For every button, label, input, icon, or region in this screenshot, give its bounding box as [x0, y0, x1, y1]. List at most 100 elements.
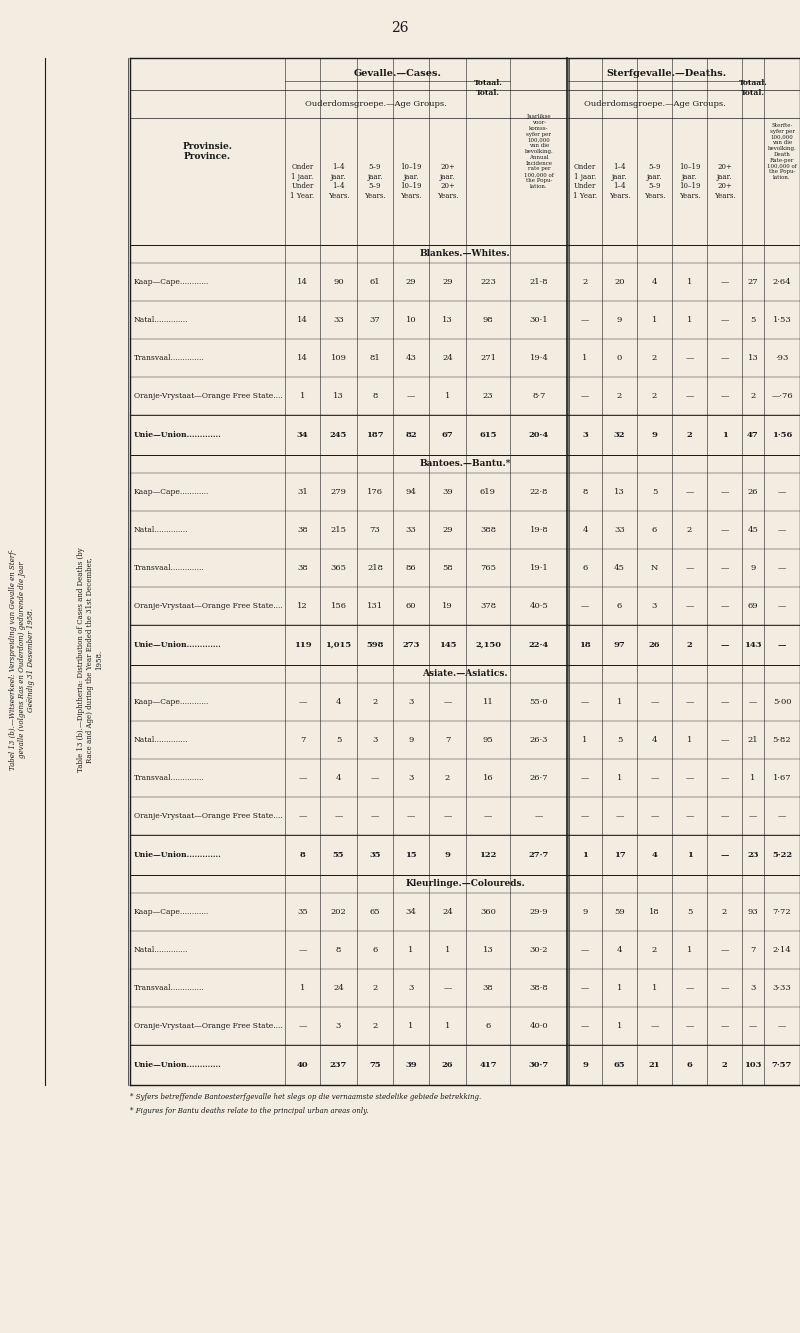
Text: 22·4: 22·4 [529, 641, 549, 649]
Text: 1: 1 [582, 850, 588, 858]
Text: 7·57: 7·57 [772, 1061, 792, 1069]
Text: 38: 38 [297, 564, 308, 572]
Text: —: — [615, 812, 624, 820]
Text: —: — [371, 812, 379, 820]
Text: * Figures for Bantu deaths relate to the principal urban areas only.: * Figures for Bantu deaths relate to the… [130, 1106, 369, 1114]
Text: 2: 2 [722, 1061, 727, 1069]
Text: 103: 103 [744, 1061, 762, 1069]
Text: 271: 271 [480, 355, 496, 363]
Text: —: — [720, 812, 729, 820]
Text: —: — [778, 603, 786, 611]
Text: 6: 6 [686, 1061, 693, 1069]
Text: 5: 5 [336, 736, 341, 744]
Text: ·93: ·93 [775, 355, 789, 363]
Text: 2·14: 2·14 [773, 946, 791, 954]
Text: 38: 38 [482, 984, 494, 992]
Text: 109: 109 [330, 355, 346, 363]
Text: 26: 26 [442, 1061, 454, 1069]
Text: 5·22: 5·22 [772, 850, 792, 858]
Text: 2: 2 [372, 698, 378, 706]
Text: 95: 95 [482, 736, 494, 744]
Text: 18: 18 [579, 641, 591, 649]
Text: Sterfgevalle.—Deaths.: Sterfgevalle.—Deaths. [606, 69, 726, 79]
Text: 5: 5 [750, 316, 756, 324]
Text: 15: 15 [405, 850, 417, 858]
Text: —: — [650, 774, 658, 782]
Text: 61: 61 [370, 279, 380, 287]
Text: —: — [720, 774, 729, 782]
Text: Unie—Union.............: Unie—Union............. [134, 431, 222, 439]
Text: —: — [581, 812, 589, 820]
Text: —: — [720, 984, 729, 992]
Text: 55·0: 55·0 [530, 698, 548, 706]
Text: Totaal.
Total.: Totaal. Total. [738, 80, 767, 96]
Text: 98: 98 [482, 316, 494, 324]
Text: 38: 38 [297, 527, 308, 535]
Text: 2: 2 [372, 984, 378, 992]
Text: 14: 14 [297, 316, 308, 324]
Text: —: — [778, 1022, 786, 1030]
Text: 4: 4 [652, 279, 658, 287]
Text: 145: 145 [438, 641, 456, 649]
Text: 1: 1 [617, 984, 622, 992]
Text: 58: 58 [442, 564, 453, 572]
Text: 5: 5 [687, 908, 692, 916]
Text: 1: 1 [300, 392, 305, 400]
Text: Unie—Union.............: Unie—Union............. [134, 850, 222, 858]
Text: 2: 2 [750, 392, 756, 400]
Text: Table 13 (b).—Diphtheria: Distribution of Cases and Deaths (by
Race and Age) dur: Table 13 (b).—Diphtheria: Distribution o… [77, 548, 103, 772]
Text: 14: 14 [297, 279, 308, 287]
Text: 765: 765 [480, 564, 496, 572]
Text: 273: 273 [402, 641, 420, 649]
Text: 7: 7 [750, 946, 756, 954]
Text: 34: 34 [406, 908, 417, 916]
Text: 9: 9 [445, 850, 450, 858]
Text: Kaap—Cape............: Kaap—Cape............ [134, 698, 210, 706]
Text: 93: 93 [748, 908, 758, 916]
Text: 29: 29 [442, 279, 453, 287]
Text: 0: 0 [617, 355, 622, 363]
Text: 1: 1 [687, 946, 692, 954]
Text: 1: 1 [722, 431, 727, 439]
Text: 3: 3 [582, 431, 588, 439]
Text: —: — [407, 812, 415, 820]
Text: 19: 19 [442, 603, 453, 611]
Text: 5: 5 [652, 488, 657, 496]
Text: 378: 378 [480, 603, 496, 611]
Text: 1: 1 [617, 698, 622, 706]
Text: 8: 8 [336, 946, 341, 954]
Text: 38·8: 38·8 [530, 984, 548, 992]
Text: 12: 12 [297, 603, 308, 611]
Text: Tabel 13 (b).—Witseerkeel: Verspreiding van Gevalle en Sterf-
gevalle (volgens R: Tabel 13 (b).—Witseerkeel: Verspreiding … [9, 549, 35, 770]
Text: 73: 73 [370, 527, 380, 535]
Text: —: — [720, 316, 729, 324]
Text: —: — [650, 1022, 658, 1030]
Text: Oranje-Vrystaat—Orange Free State....: Oranje-Vrystaat—Orange Free State.... [134, 392, 282, 400]
Text: 245: 245 [330, 431, 347, 439]
Text: —: — [720, 1022, 729, 1030]
Text: —: — [535, 812, 543, 820]
Text: 3: 3 [408, 774, 414, 782]
Text: 1: 1 [445, 946, 450, 954]
Text: 26·3: 26·3 [530, 736, 548, 744]
Text: 143: 143 [744, 641, 762, 649]
Text: 388: 388 [480, 527, 496, 535]
Text: 6: 6 [582, 564, 588, 572]
Text: 39: 39 [442, 488, 453, 496]
Text: 19·4: 19·4 [530, 355, 549, 363]
Text: 17: 17 [614, 850, 626, 858]
Text: 156: 156 [330, 603, 346, 611]
Text: 8: 8 [582, 488, 588, 496]
Text: 26·7: 26·7 [530, 774, 548, 782]
Text: 1,015: 1,015 [326, 641, 351, 649]
Text: Kleurlinge.—Coloureds.: Kleurlinge.—Coloureds. [405, 880, 525, 889]
Text: —: — [686, 488, 694, 496]
Text: 417: 417 [479, 1061, 497, 1069]
Text: Kaap—Cape............: Kaap—Cape............ [134, 908, 210, 916]
Text: 13: 13 [442, 316, 453, 324]
Text: 131: 131 [367, 603, 383, 611]
Text: 11: 11 [482, 698, 494, 706]
Text: —: — [484, 812, 492, 820]
Text: 7: 7 [300, 736, 305, 744]
Text: 10–19
jaar.
10–19
Years.: 10–19 jaar. 10–19 Years. [400, 163, 422, 200]
